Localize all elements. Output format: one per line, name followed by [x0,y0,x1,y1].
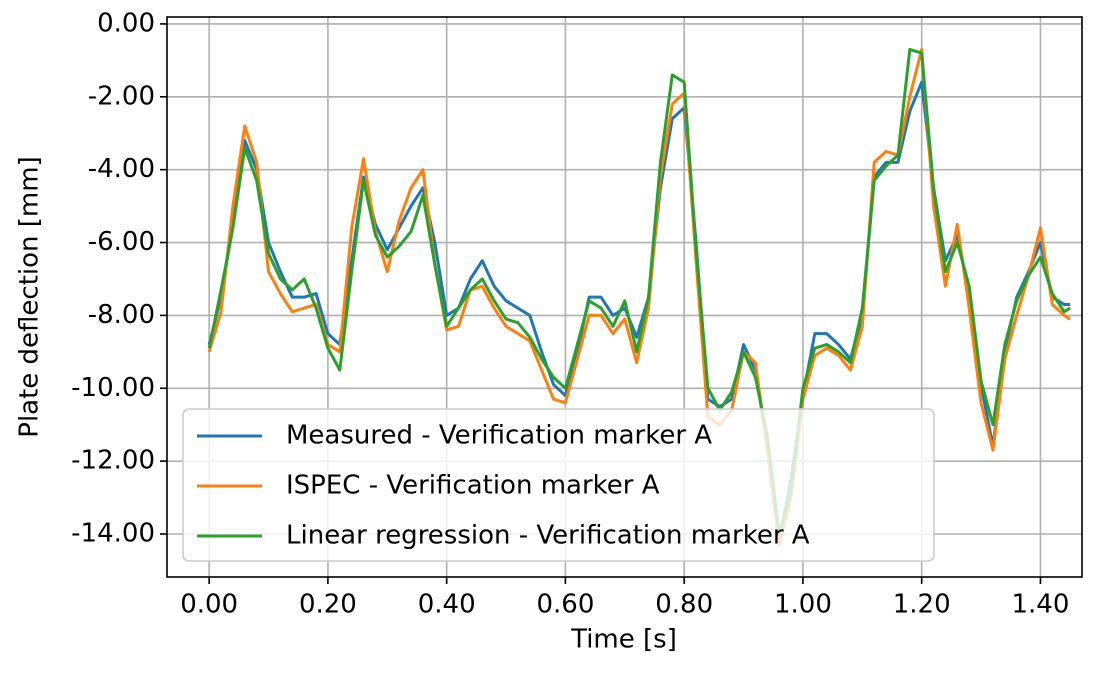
plot-frame [166,16,1083,578]
legend-label: ISPEC - Verification marker A [286,471,660,501]
y-tick-label: -10.00 [71,373,155,403]
y-tick-label: -2.00 [88,81,155,111]
y-axis-label: Plate deflection [mm] [15,156,45,437]
y-tick-label: -12.00 [71,446,155,476]
x-tick-label: 0.20 [299,590,357,620]
x-tick-label: 0.00 [180,590,238,620]
x-axis-label: Time [s] [570,625,677,655]
y-tick-label: -14.00 [71,519,155,549]
x-tick-label: 1.20 [893,590,951,620]
y-tick-label: -6.00 [88,227,155,257]
x-tick-label: 1.00 [774,590,832,620]
x-tick-label: 0.40 [418,590,476,620]
y-tick-label: 0.00 [97,8,155,38]
y-tick-label: -8.00 [88,300,155,330]
x-tick-label: 0.80 [655,590,713,620]
x-tick-label: 1.40 [1011,590,1069,620]
y-tick-label: -4.00 [88,154,155,184]
legend-label: Measured - Verification marker A [286,421,712,451]
series-line [207,47,1071,536]
legend-label: Linear regression - Verification marker … [286,521,810,551]
x-tick-label: 0.60 [536,590,594,620]
legend-box [182,408,935,562]
